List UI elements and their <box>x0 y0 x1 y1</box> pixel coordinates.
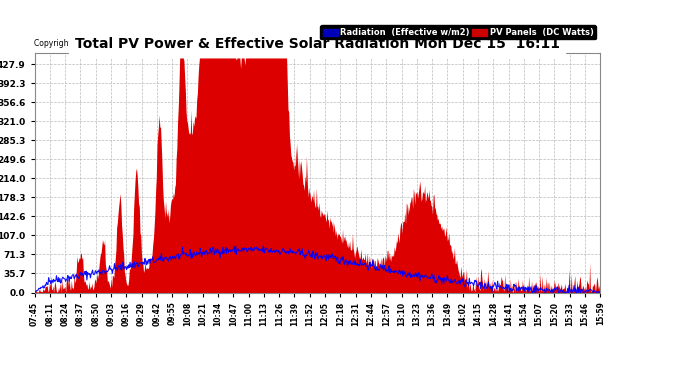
Text: Copyright 2014 Cartronics.com: Copyright 2014 Cartronics.com <box>34 39 154 48</box>
Legend: Radiation  (Effective w/m2), PV Panels  (DC Watts): Radiation (Effective w/m2), PV Panels (D… <box>320 26 596 39</box>
Title: Total PV Power & Effective Solar Radiation Mon Dec 15  16:11: Total PV Power & Effective Solar Radiati… <box>75 38 560 51</box>
